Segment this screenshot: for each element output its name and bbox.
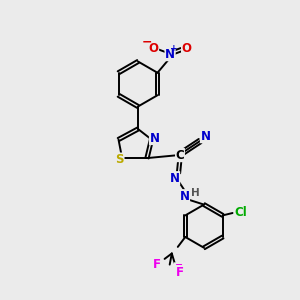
- Text: O: O: [148, 42, 159, 55]
- Text: −: −: [142, 35, 152, 48]
- Text: S: S: [116, 153, 124, 166]
- Text: N: N: [149, 131, 160, 145]
- Text: H: H: [191, 188, 200, 198]
- Text: Cl: Cl: [234, 206, 247, 219]
- Text: F: F: [174, 263, 182, 276]
- Text: N: N: [165, 48, 175, 61]
- Text: C: C: [176, 148, 184, 162]
- Text: N: N: [179, 190, 190, 203]
- Text: +: +: [170, 44, 178, 53]
- Text: F: F: [176, 266, 184, 279]
- Text: N: N: [169, 172, 180, 185]
- Text: O: O: [182, 42, 192, 55]
- Text: N: N: [200, 130, 211, 143]
- Text: F: F: [153, 258, 161, 272]
